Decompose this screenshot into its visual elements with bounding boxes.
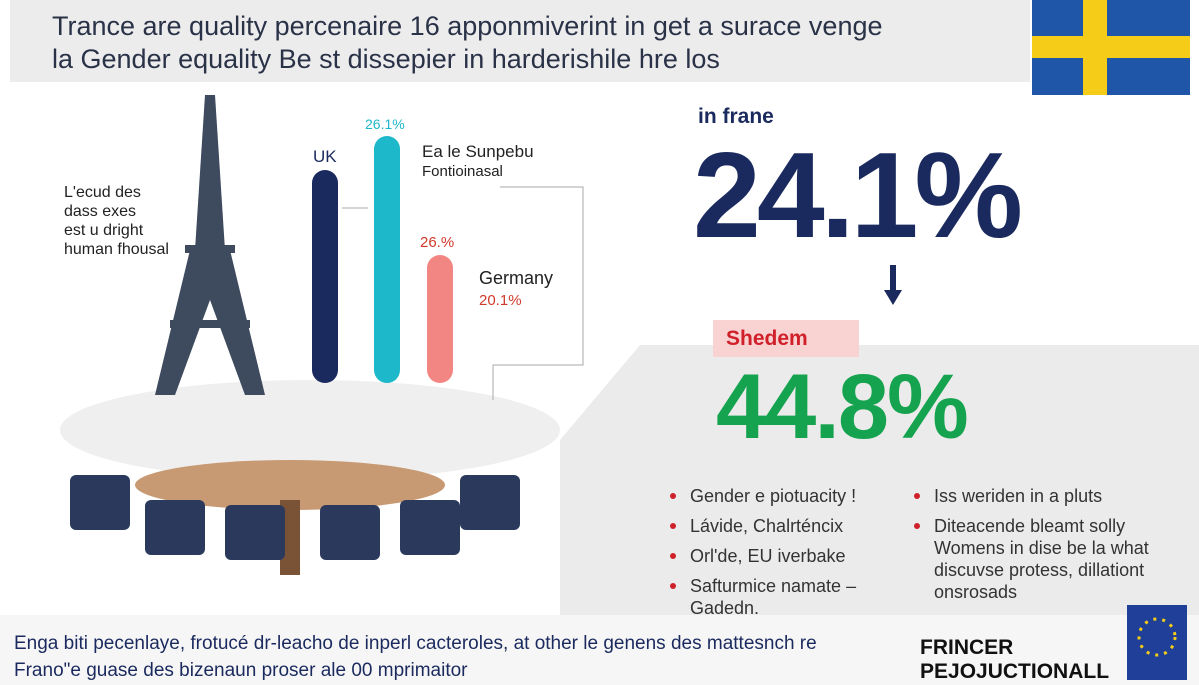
bullet: Iss weriden in a pluts xyxy=(912,485,1152,507)
bar-label: 20.1% xyxy=(479,292,522,309)
bar-label: 26.1% xyxy=(365,116,405,132)
footer-line: Frano"e guase des bizenaun proser ale 00… xyxy=(14,660,468,681)
bullet: Gender e piotuacity ! xyxy=(668,485,888,507)
header-line: la Gender equality Be st dissepier in ha… xyxy=(52,44,720,74)
sweden-value: 44.8% xyxy=(716,356,969,458)
bar-label: Fontioinasal xyxy=(422,163,503,180)
footer-line: Enga biti pecenlaye, frotucé dr-leacho d… xyxy=(14,633,817,654)
note-line: human fhousal xyxy=(64,241,169,258)
logo-line: PEJOJUCTIONALL xyxy=(920,660,1110,683)
bar-label: UK xyxy=(313,147,337,166)
note-line: dass exes xyxy=(64,203,137,220)
france-value: 24.1% xyxy=(693,127,1023,263)
logo: FRINCER PEJOJUCTIONALL xyxy=(920,636,1109,684)
logo-line: FRINCER xyxy=(920,636,1014,659)
france-label: in frane xyxy=(698,105,774,128)
bullet: Orl'de, EU iverbake xyxy=(668,545,888,567)
bullets-right: Iss weriden in a pluts Diteacende bleamt… xyxy=(912,485,1152,611)
bullet: Lávide, Chalrténcix xyxy=(668,515,888,537)
note-line: est u dright xyxy=(64,222,144,239)
note-line: L'ecud des xyxy=(64,184,141,201)
bar-label: Ea le Sunpebu xyxy=(422,142,534,161)
bullet: Safturmice namate – Gadedn. xyxy=(668,575,888,619)
bullets-left: Gender e piotuacity ! Lávide, Chalrténci… xyxy=(668,485,888,627)
header-line: Trance are quality percenaire 16 apponmi… xyxy=(52,11,883,41)
bar-label: 26.% xyxy=(420,234,455,251)
left-note: L'ecud des dass exes est u dright human … xyxy=(64,183,169,259)
bar-label: Germany xyxy=(479,268,554,288)
sweden-label: Shedem xyxy=(726,327,808,350)
bullet: Diteacende bleamt solly Womens in dise b… xyxy=(912,515,1152,603)
